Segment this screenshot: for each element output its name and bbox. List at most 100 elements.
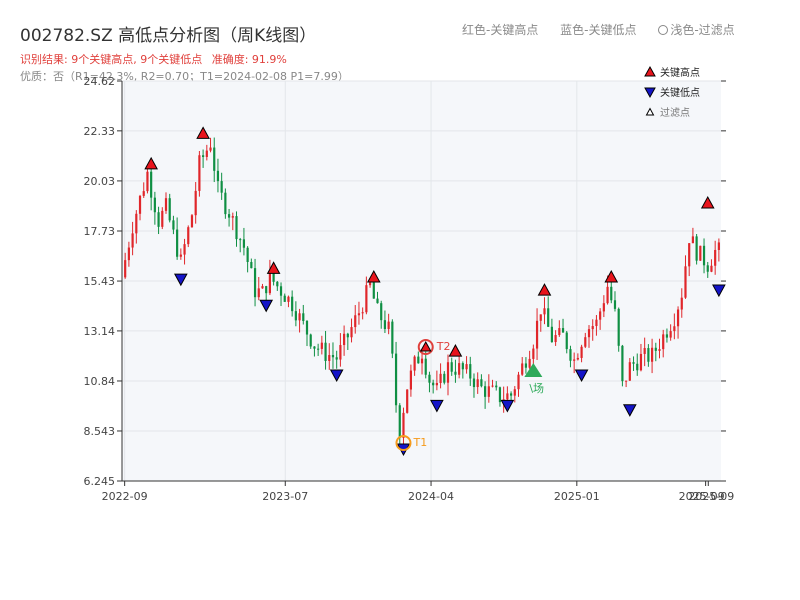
candle-body [150, 171, 153, 198]
candle-body [432, 382, 435, 386]
candle-body [279, 286, 283, 296]
candle-body [361, 312, 364, 314]
candle-body [235, 216, 238, 240]
candles [124, 137, 720, 445]
y-tick-label: 17.73 [84, 225, 116, 238]
candle-body [164, 198, 168, 211]
candle-body [213, 147, 216, 171]
candle-body [658, 349, 661, 351]
candle-body [465, 364, 468, 370]
legend-low-icon [644, 87, 656, 99]
candle-body [576, 357, 579, 360]
candle-body [450, 362, 453, 372]
candle-body [558, 328, 561, 336]
candle-body [699, 245, 702, 261]
candle-body [394, 353, 398, 406]
key-high-marker [537, 283, 552, 296]
candle-body [717, 242, 720, 250]
candle-body [480, 379, 483, 387]
candle-body [368, 282, 372, 286]
candle-body [691, 236, 695, 244]
candle-body [587, 329, 591, 338]
candle-body [283, 295, 286, 302]
candle-body [573, 359, 576, 361]
candle-body [621, 345, 624, 382]
candle-body [535, 320, 539, 349]
candle-body [528, 358, 531, 368]
candle-body [216, 170, 220, 182]
candle-body [124, 260, 127, 278]
key-high-marker [448, 344, 463, 357]
candle-body [350, 327, 353, 338]
candle-body [669, 331, 672, 338]
key-low-marker [259, 299, 274, 313]
candle-body [328, 355, 331, 361]
candle-body [339, 345, 342, 360]
candle-body [654, 347, 657, 351]
t2-marker [419, 340, 432, 352]
candle-body [602, 303, 605, 312]
candle-body [291, 296, 294, 312]
candle-body [491, 385, 494, 387]
candle-body [153, 197, 156, 213]
candle-body [532, 348, 535, 359]
candle-body [639, 353, 643, 371]
t2-circle [417, 339, 434, 356]
candle-body [454, 371, 457, 375]
candle-body [413, 356, 416, 371]
key-low-marker [430, 399, 444, 413]
candle-body [710, 265, 713, 272]
key-low-marker [173, 273, 188, 287]
candle-body [313, 346, 316, 349]
y-tick-label: 8.543 [84, 425, 116, 438]
key-high-marker [366, 270, 381, 283]
candle-body [684, 266, 687, 298]
candle-body [665, 334, 669, 338]
legend-high-icon [644, 65, 656, 77]
candle-body [673, 326, 676, 332]
key-low-marker [712, 284, 726, 298]
candle-body [190, 215, 194, 228]
candle-body [176, 229, 179, 257]
y-tick-label: 10.84 [84, 375, 116, 388]
circle-icon [658, 25, 669, 35]
accuracy: 准确度: 91.9% [211, 53, 287, 66]
candle-body [324, 342, 327, 361]
candle-body [509, 393, 513, 396]
legend-entry: 过滤点 [660, 106, 690, 119]
candle-body [343, 333, 346, 346]
candle-body [636, 363, 639, 371]
candle-body [628, 362, 631, 381]
key-low-marker [500, 399, 515, 413]
candle-body [261, 286, 264, 289]
candle-body [402, 412, 405, 438]
t2-label: T2 [436, 340, 451, 353]
top-legend-red: 红色-关键高点 [462, 23, 539, 37]
x-tick-label: 2025-09 [688, 490, 734, 503]
candle-body [610, 286, 613, 301]
candle-body [387, 321, 390, 330]
candle-body [309, 334, 312, 347]
candle-body [246, 247, 249, 262]
candle-body [127, 247, 130, 261]
candle-body [650, 347, 654, 362]
candle-body [157, 212, 160, 227]
info-line: 优质：否（R1=42.3%, R2=0.70；T1=2024-02-08 P1=… [20, 70, 349, 83]
candle-body [346, 333, 349, 338]
candle-body [380, 303, 383, 321]
candle-body [335, 357, 338, 360]
candle-body [435, 382, 438, 386]
candle-body [599, 311, 602, 320]
candle-body [458, 363, 461, 375]
candle-body [194, 190, 197, 216]
candle-body [287, 296, 290, 302]
candle-body [617, 308, 620, 346]
x-tick-label: 2022-09 [102, 490, 148, 503]
candle-body [131, 233, 134, 248]
candle-body [680, 297, 683, 310]
candle-body [198, 155, 201, 191]
candle-body [250, 261, 253, 269]
candle-body [561, 328, 565, 333]
candle-body [294, 311, 297, 321]
